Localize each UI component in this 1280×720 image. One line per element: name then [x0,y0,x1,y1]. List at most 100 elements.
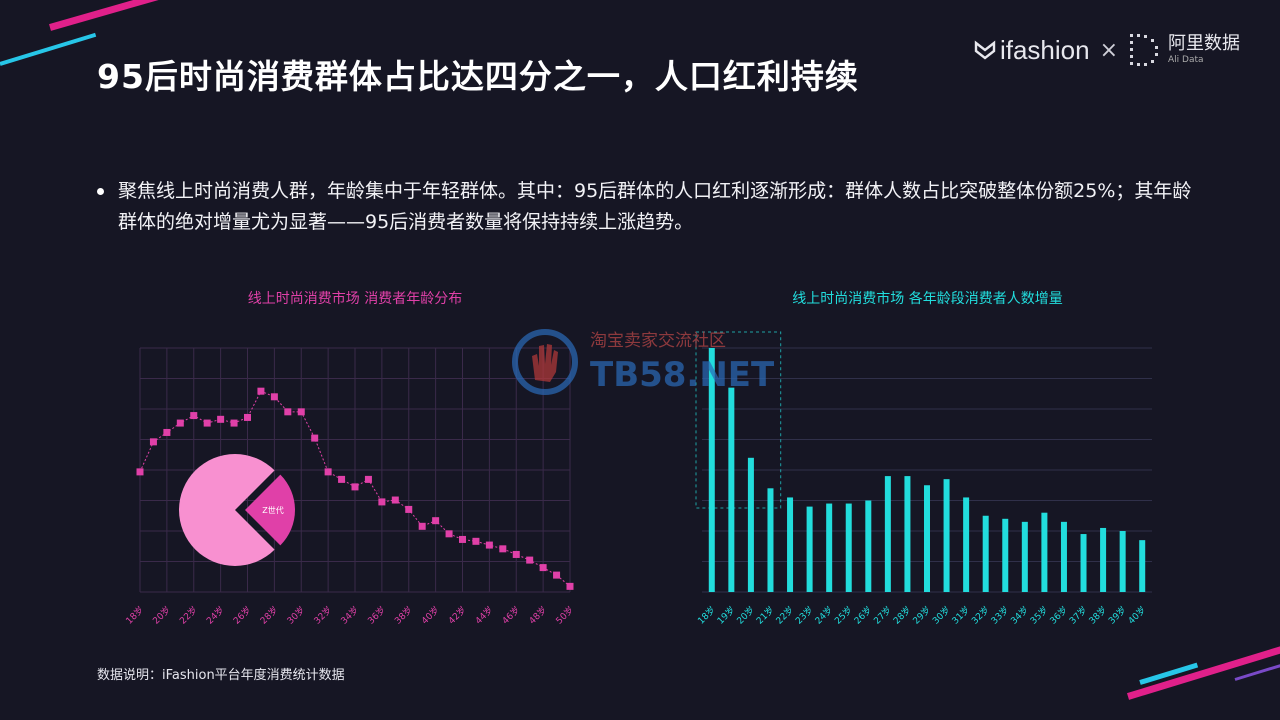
x-tick-label: 25岁 [832,604,855,627]
tb58-watermark: 淘宝卖家交流社区 TB58.NET [512,329,775,395]
x-tick-label: 40岁 [1125,604,1148,627]
bar [767,488,774,592]
data-point [526,556,534,564]
watermark-ring [512,329,578,395]
ali-data-cn: 阿里数据 [1168,33,1240,54]
x-tick-label: 29岁 [910,604,933,627]
bar [1119,531,1126,592]
data-point [136,468,144,476]
bar [982,515,989,592]
x-tick-label: 42岁 [446,604,469,627]
x-tick-label: 46岁 [499,604,522,627]
x-tick-label: 18岁 [125,604,146,627]
x-tick-label: 20岁 [150,604,173,627]
x-tick-label: 38岁 [1086,604,1109,627]
bullet-dot [97,188,104,195]
decor-stripe-pink-top [49,0,176,31]
x-tick-label: 28岁 [891,604,914,627]
bar [884,476,891,592]
x-tick-label: 20岁 [734,604,757,627]
data-point [445,530,453,538]
x-tick-label: 37岁 [1067,604,1090,627]
page-title: 95后时尚消费群体占比达四分之一，人口红利持续 [97,57,859,96]
bar [787,497,794,592]
bar [963,497,970,592]
brand-logo: ifashion × 阿里数据 Ali Data [974,32,1240,68]
x-tick-label: 22岁 [177,604,200,627]
data-point [378,498,386,506]
x-tick-label: 18岁 [695,604,718,627]
x-tick-label: 36岁 [1047,604,1070,627]
data-point [405,505,413,513]
bar [826,503,833,592]
x-tick-label: 34岁 [338,604,361,627]
data-point [284,408,292,416]
data-point [270,393,278,401]
x-tick-label: 26岁 [231,604,254,627]
x-tick-label: 24岁 [812,604,835,627]
data-point [499,545,507,553]
x-tick-label: 30岁 [930,604,953,627]
data-point [566,582,574,590]
decor-stripe-cyan-top [0,32,97,66]
x-tick-label: 39岁 [1106,604,1129,627]
data-point [472,537,480,545]
bullet-text: 聚焦线上时尚消费人群，年龄集中于年轻群体。其中：95后群体的人口红利逐渐形成：群… [118,180,1192,233]
decor-stripe-purple-bottom [1234,663,1280,681]
bar [806,506,813,592]
data-point [391,496,399,504]
ifashion-text: ifashion [999,34,1090,65]
x-tick-label: 32岁 [311,604,334,627]
bar [1139,540,1146,592]
ifashion-logo: ifashion [974,35,1090,66]
data-point [244,413,251,421]
data-point [217,415,225,423]
ali-data-logo: 阿里数据 Ali Data [1128,32,1240,68]
pie-slice-main [179,454,275,566]
right-chart-title: 线上时尚消费市场 各年龄段消费者人数增量 [792,291,1063,307]
x-tick-label: 22岁 [773,604,796,627]
data-point [324,468,332,476]
x-tick-label: 28岁 [258,604,281,627]
data-point [553,571,561,579]
x-tick-label: 33岁 [988,604,1011,627]
data-point [539,564,547,572]
ifashion-heart-icon [974,40,996,60]
left-chart-title: 线上时尚消费市场 消费者年龄分布 [247,291,463,307]
bar [845,503,852,592]
x-tick-label: 26岁 [851,604,874,627]
x-tick-label: 21岁 [754,604,777,627]
x-tick-label: 23岁 [793,604,816,627]
ali-data-d-icon [1130,34,1158,66]
age-distribution-chart: 18岁 20岁 22岁 24岁 26岁 28岁 30岁 32岁 34岁 36岁 38岁 40岁 42岁 4… [125,347,576,627]
data-point [364,475,372,483]
data-point [485,541,493,549]
data-point [190,412,198,420]
pie-slice-z-gen [245,474,295,546]
bar [1080,534,1087,592]
data-point [432,517,440,525]
data-point [351,483,359,491]
bar [924,485,930,592]
x-tick-label: 30岁 [284,604,307,627]
x-tick-label: 35岁 [1028,604,1051,627]
x-tick-label: 19岁 [715,604,738,627]
bar [943,479,950,592]
ali-data-en: Ali Data [1168,55,1204,65]
bar [1002,518,1009,592]
watermark-en: TB58.NET [590,355,775,395]
data-point [163,428,171,436]
x-tick-label: 36岁 [365,604,388,627]
bar [1100,527,1107,592]
bar [1021,521,1028,592]
highlight-box [695,331,782,509]
logo-times: × [1099,37,1118,63]
x-tick-label: 48岁 [526,604,549,627]
bar [728,387,735,592]
bar [865,500,872,592]
data-point [311,434,319,442]
data-point [257,387,265,395]
data-point [418,522,426,530]
data-point [512,550,520,558]
data-point [203,419,211,427]
